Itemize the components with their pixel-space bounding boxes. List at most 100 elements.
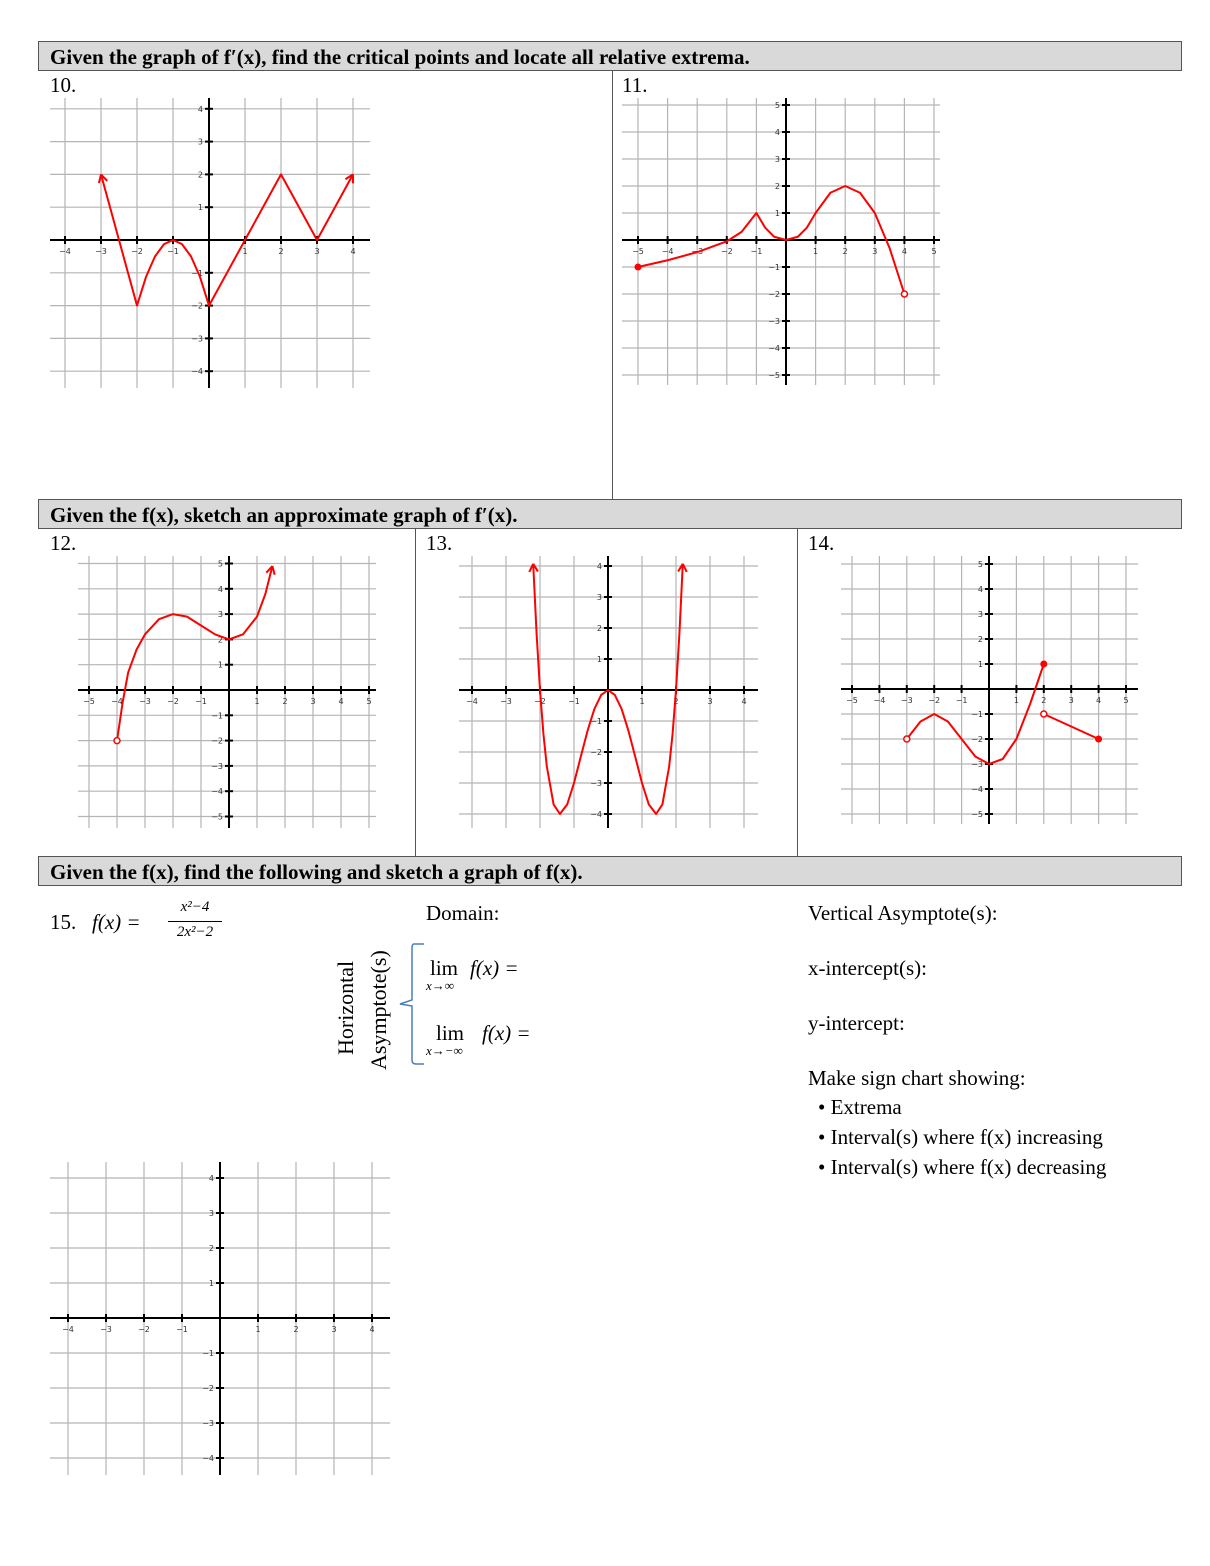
limit-subscript: x→∞ bbox=[426, 978, 455, 993]
column-divider bbox=[415, 528, 416, 856]
x-tick-label: 3 bbox=[872, 247, 877, 256]
function-curve bbox=[1043, 713, 1100, 740]
x-tick-label: −1 bbox=[956, 696, 968, 705]
y-tick-label: 3 bbox=[978, 610, 983, 619]
y-tick-label: 4 bbox=[198, 105, 203, 114]
x-tick-label: −3 bbox=[95, 247, 107, 256]
y-tick-label: −4 bbox=[768, 344, 780, 353]
y-tick-label: 3 bbox=[597, 593, 602, 602]
y-tick-label: 3 bbox=[775, 155, 780, 164]
function-curve bbox=[637, 185, 906, 295]
horizontal-label: Horizontal bbox=[333, 960, 358, 1055]
problem-number: 12. bbox=[50, 531, 77, 555]
y-tick-label: 2 bbox=[198, 170, 203, 179]
column-divider bbox=[612, 70, 613, 499]
x-intercept-label: x-intercept(s): bbox=[808, 956, 927, 980]
arrow-head-icon bbox=[344, 173, 354, 181]
x-tick-label: 3 bbox=[331, 1325, 336, 1334]
limit-lim: lim bbox=[436, 1021, 465, 1045]
x-tick-label: 3 bbox=[314, 247, 319, 256]
x-tick-label: 2 bbox=[843, 247, 848, 256]
y-tick-label: −5 bbox=[211, 813, 223, 822]
section-heading-bar: Given the f(x), sketch an approximate gr… bbox=[38, 499, 1182, 529]
y-tick-label: −1 bbox=[590, 717, 602, 726]
y-tick-label: 1 bbox=[775, 209, 780, 218]
problem-number: 11. bbox=[622, 73, 648, 97]
x-tick-label: 1 bbox=[242, 247, 247, 256]
y-tick-label: 5 bbox=[218, 560, 223, 569]
y-tick-label: −4 bbox=[971, 785, 983, 794]
arrow-head-icon bbox=[100, 173, 108, 182]
x-tick-label: −1 bbox=[167, 247, 179, 256]
arrow-head-icon bbox=[681, 563, 688, 573]
y-tick-label: −4 bbox=[211, 787, 223, 796]
y-tick-label: 2 bbox=[209, 1244, 214, 1253]
bullet-item: • Interval(s) where f(x) increasing bbox=[818, 1125, 1103, 1149]
asymptotes-label: Asymptote(s) bbox=[366, 950, 391, 1070]
open-endpoint bbox=[903, 735, 911, 743]
y-tick-label: 3 bbox=[209, 1209, 214, 1218]
closed-endpoint bbox=[1040, 660, 1048, 668]
x-tick-label: 4 bbox=[369, 1325, 374, 1334]
graph-problem-15-blank-grid: −4 −3 −2 −1 1 2 3 4 −4 −3 −2 −1 1 2 3 4 bbox=[50, 1162, 390, 1475]
y-tick-label: 4 bbox=[209, 1174, 214, 1183]
x-tick-label: 4 bbox=[350, 247, 355, 256]
y-tick-label: −2 bbox=[768, 290, 780, 299]
x-tick-label: −1 bbox=[195, 697, 207, 706]
x-tick-label: −3 bbox=[139, 697, 151, 706]
brace-icon bbox=[399, 943, 424, 1065]
limit-expr: f(x) = bbox=[470, 956, 519, 980]
x-tick-label: 4 bbox=[902, 247, 907, 256]
arrow-head-icon bbox=[97, 174, 102, 184]
arrow-head-icon bbox=[532, 563, 539, 573]
section-heading: Given the f(x), find the following and s… bbox=[50, 860, 583, 884]
bullet-item: • Interval(s) where f(x) decreasing bbox=[818, 1155, 1107, 1179]
y-tick-label: −1 bbox=[202, 1349, 214, 1358]
y-tick-label: 5 bbox=[978, 560, 983, 569]
y-tick-label: −4 bbox=[191, 367, 203, 376]
x-tick-label: −3 bbox=[500, 697, 512, 706]
y-tick-label: 2 bbox=[597, 624, 602, 633]
x-tick-label: −3 bbox=[901, 696, 913, 705]
function-curve bbox=[532, 563, 684, 815]
y-tick-label: 4 bbox=[218, 585, 223, 594]
arrow-head-icon bbox=[265, 565, 274, 574]
x-tick-label: 3 bbox=[310, 697, 315, 706]
x-tick-label: 4 bbox=[338, 697, 343, 706]
y-tick-label: −2 bbox=[202, 1384, 214, 1393]
x-tick-label: 5 bbox=[931, 247, 936, 256]
x-tick-label: 2 bbox=[278, 247, 283, 256]
open-endpoint bbox=[1040, 710, 1048, 718]
x-tick-label: −3 bbox=[100, 1325, 112, 1334]
closed-endpoint bbox=[1095, 735, 1103, 743]
y-tick-label: −2 bbox=[211, 737, 223, 746]
y-tick-label: −5 bbox=[768, 371, 780, 380]
domain-label: Domain: bbox=[426, 901, 500, 925]
x-tick-label: −2 bbox=[928, 696, 940, 705]
y-tick-label: −2 bbox=[971, 735, 983, 744]
y-tick-label: −4 bbox=[202, 1454, 214, 1463]
x-tick-label: 1 bbox=[255, 1325, 260, 1334]
vertical-asymptote-label: Vertical Asymptote(s): bbox=[808, 901, 998, 925]
section-heading-bar: Given the graph of f′(x), find the criti… bbox=[38, 41, 1182, 71]
open-endpoint bbox=[113, 736, 121, 745]
function-curve bbox=[100, 173, 354, 307]
y-tick-label: 2 bbox=[218, 635, 223, 644]
x-tick-label: −5 bbox=[632, 247, 644, 256]
problem-number: 10. bbox=[50, 73, 77, 97]
arrow-head-icon bbox=[677, 563, 684, 573]
section-heading: Given the f(x), sketch an approximate gr… bbox=[50, 503, 518, 527]
y-tick-label: 5 bbox=[775, 101, 780, 110]
y-tick-label: 2 bbox=[775, 182, 780, 191]
bullet-item: • Extrema bbox=[818, 1095, 902, 1119]
y-tick-label: −4 bbox=[590, 810, 602, 819]
graph-problem-14: −5 −4 −3 −2 −1 1 2 3 4 5 −5 −4 −3 −2 −1 1 2 3 4 5 bbox=[841, 556, 1138, 824]
x-tick-label: 2 bbox=[1041, 696, 1046, 705]
y-tick-label: −5 bbox=[971, 810, 983, 819]
fraction-bar bbox=[168, 921, 222, 922]
y-tick-label: −3 bbox=[202, 1419, 214, 1428]
graph-problem-10: −4 −3 −2 −1 1 2 3 4 −4 −3 −2 −1 1 2 3 4 bbox=[50, 98, 370, 388]
section-heading-bar: Given the f(x), find the following and s… bbox=[38, 856, 1182, 886]
x-tick-label: 2 bbox=[293, 1325, 298, 1334]
y-tick-label: −3 bbox=[211, 762, 223, 771]
